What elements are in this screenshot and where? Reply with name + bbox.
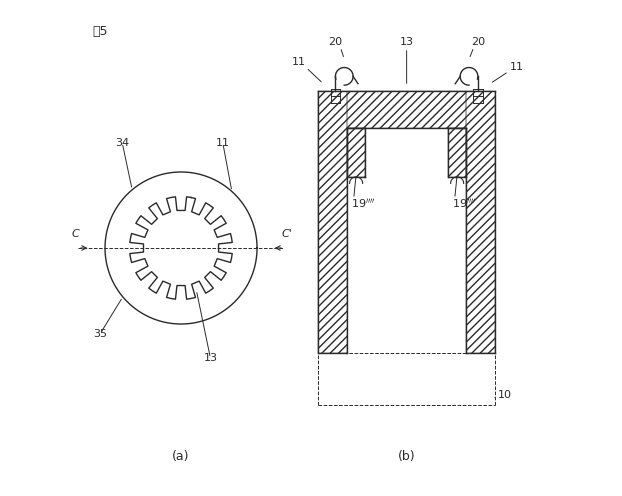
Text: 11: 11 xyxy=(510,62,524,71)
Text: (a): (a) xyxy=(172,450,190,463)
Text: 図5: 図5 xyxy=(93,25,108,38)
Text: 11: 11 xyxy=(216,137,230,147)
Text: 34: 34 xyxy=(115,137,129,147)
Bar xyxy=(347,128,366,177)
Text: 13: 13 xyxy=(203,353,218,364)
Text: 11: 11 xyxy=(292,57,306,66)
Text: (b): (b) xyxy=(398,450,415,463)
Text: 10: 10 xyxy=(498,390,511,400)
Bar xyxy=(318,91,347,354)
Text: 19$^{\prime\prime\prime\prime}$: 19$^{\prime\prime\prime\prime}$ xyxy=(351,197,376,210)
Text: 20: 20 xyxy=(328,37,343,47)
Text: C': C' xyxy=(281,229,292,239)
Text: 20: 20 xyxy=(471,37,485,47)
Text: 35: 35 xyxy=(93,329,107,339)
Text: 13: 13 xyxy=(400,37,414,47)
Bar xyxy=(466,91,495,354)
Text: 19$^{\prime\prime\prime\prime}$: 19$^{\prime\prime\prime\prime}$ xyxy=(452,197,477,210)
Text: C: C xyxy=(72,229,80,239)
Bar xyxy=(448,128,466,177)
Bar xyxy=(347,91,466,128)
